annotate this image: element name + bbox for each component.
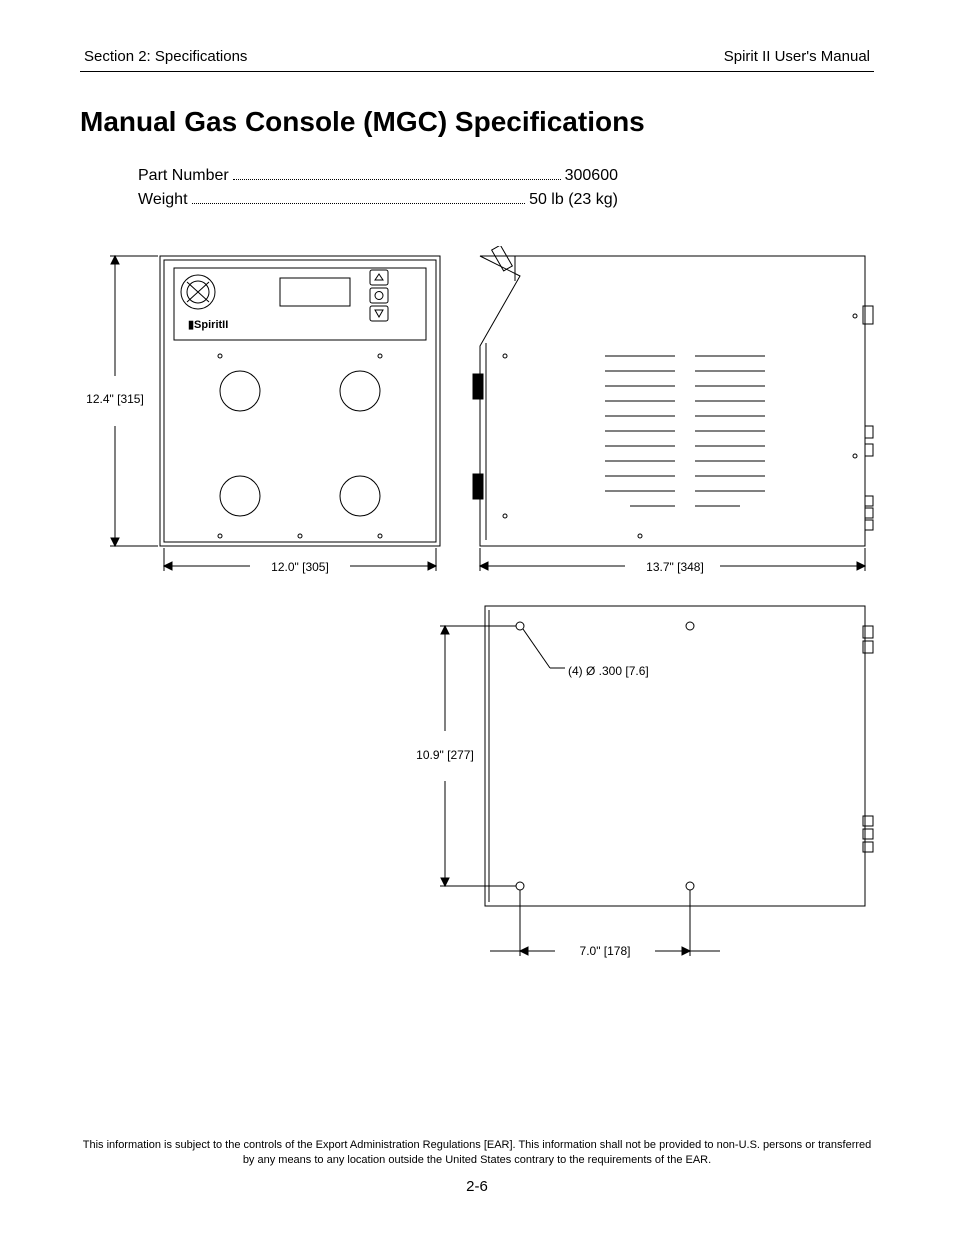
hole-callout: (4) Ø .300 [7.6]: [568, 664, 688, 678]
diagram-area: ▮SpiritII: [80, 246, 874, 1006]
svg-text:▮SpiritII: ▮SpiritII: [188, 319, 228, 331]
spec-row: Weight 50 lb (23 kg): [138, 188, 618, 212]
front-view-drawing: ▮SpiritII: [80, 246, 470, 576]
header-manual-title: Spirit II User's Manual: [724, 48, 870, 65]
page-title: Manual Gas Console (MGC) Specifications: [80, 106, 874, 138]
spec-leader-dots: [233, 179, 561, 180]
top-view-drawing: [410, 596, 880, 976]
page-header: Section 2: Specifications Spirit II User…: [80, 48, 874, 72]
spec-list: Part Number 300600 Weight 50 lb (23 kg): [138, 164, 618, 212]
page-number: 2-6: [80, 1178, 874, 1195]
front-height-dim: 12.4" [315]: [80, 392, 150, 406]
front-width-dim: 12.0" [305]: [250, 560, 350, 574]
spec-row: Part Number 300600: [138, 164, 618, 188]
spec-value: 300600: [565, 164, 618, 188]
spec-leader-dots: [192, 203, 526, 204]
spec-label: Part Number: [138, 164, 229, 188]
side-view-drawing: [465, 246, 875, 576]
manual-page: Section 2: Specifications Spirit II User…: [0, 0, 954, 1235]
export-notice: This information is subject to the contr…: [80, 1138, 874, 1168]
top-width-dim: 7.0" [178]: [555, 944, 655, 958]
header-section: Section 2: Specifications: [84, 48, 247, 65]
spec-label: Weight: [138, 188, 188, 212]
top-height-dim: 10.9" [277]: [410, 748, 480, 762]
spec-value: 50 lb (23 kg): [529, 188, 618, 212]
page-footer: This information is subject to the contr…: [80, 1138, 874, 1195]
side-width-dim: 13.7" [348]: [625, 560, 725, 574]
